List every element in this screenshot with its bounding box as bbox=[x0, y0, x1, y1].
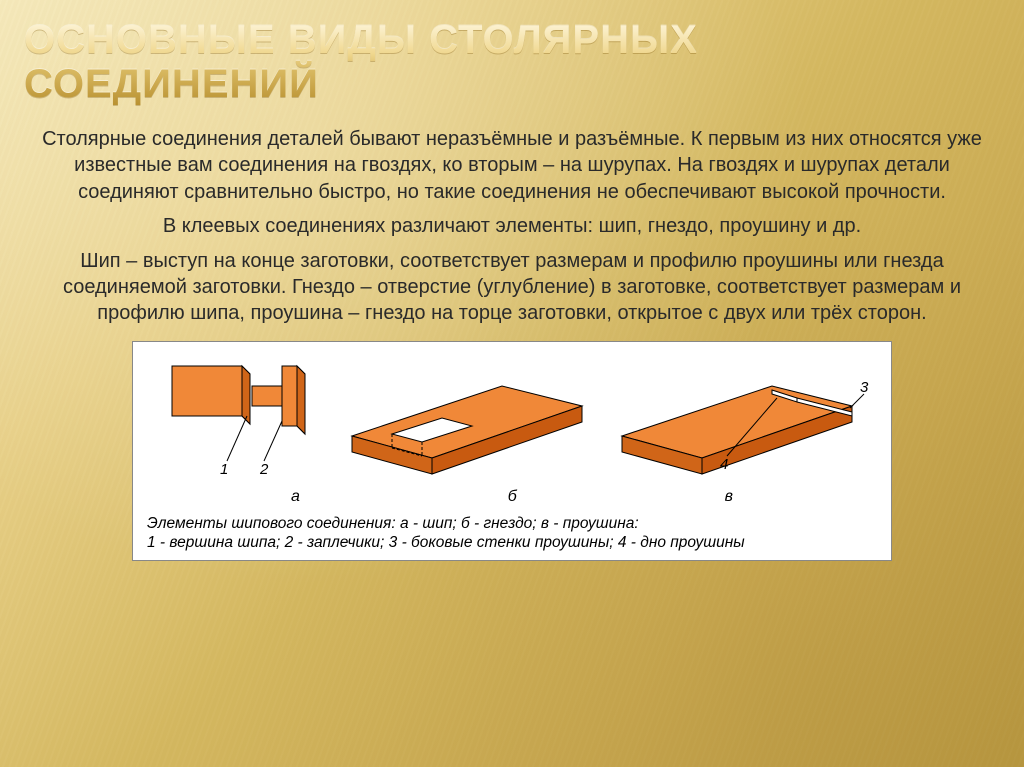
marker-2: 2 bbox=[259, 461, 269, 478]
caption-line-2: 1 - вершина шипа; 2 - заплечики; 3 - бок… bbox=[147, 534, 745, 551]
marker-1: 1 bbox=[220, 461, 228, 478]
diagram-a-tenon: 1 2 bbox=[152, 356, 322, 486]
sublabel-a: а bbox=[291, 488, 300, 506]
diagram-sublabel-row: а б в bbox=[147, 488, 877, 506]
paragraph-3: Шип – выступ на конце заготовки, соответ… bbox=[24, 248, 1000, 327]
diagram-caption: Элементы шипового соединения: а - шип; б… bbox=[147, 514, 877, 553]
paragraph-1: Столярные соединения деталей бывают нера… bbox=[24, 126, 1000, 205]
title-line-2: СОЕДИНЕНИЙ bbox=[24, 62, 319, 106]
diagram-b-mortise bbox=[332, 356, 592, 486]
title-line-1: ОСНОВНЫЕ ВИДЫ СТОЛЯРНЫХ bbox=[24, 18, 698, 62]
sublabel-v: в bbox=[725, 488, 733, 506]
marker-3: 3 bbox=[860, 379, 869, 396]
marker-4: 4 bbox=[720, 456, 728, 473]
page-title: ОСНОВНЫЕ ВИДЫ СТОЛЯРНЫХ СОЕДИНЕНИЙ bbox=[24, 18, 1000, 106]
sublabel-b: б bbox=[508, 488, 517, 506]
diagram-v-proushina: 3 4 bbox=[602, 356, 872, 486]
diagram-svg-wrap: 1 2 bbox=[147, 356, 877, 486]
caption-line-1: Элементы шипового соединения: а - шип; б… bbox=[147, 515, 639, 532]
paragraph-2: В клеевых соединениях различают элементы… bbox=[24, 213, 1000, 239]
diagram-container: 1 2 bbox=[132, 341, 892, 562]
